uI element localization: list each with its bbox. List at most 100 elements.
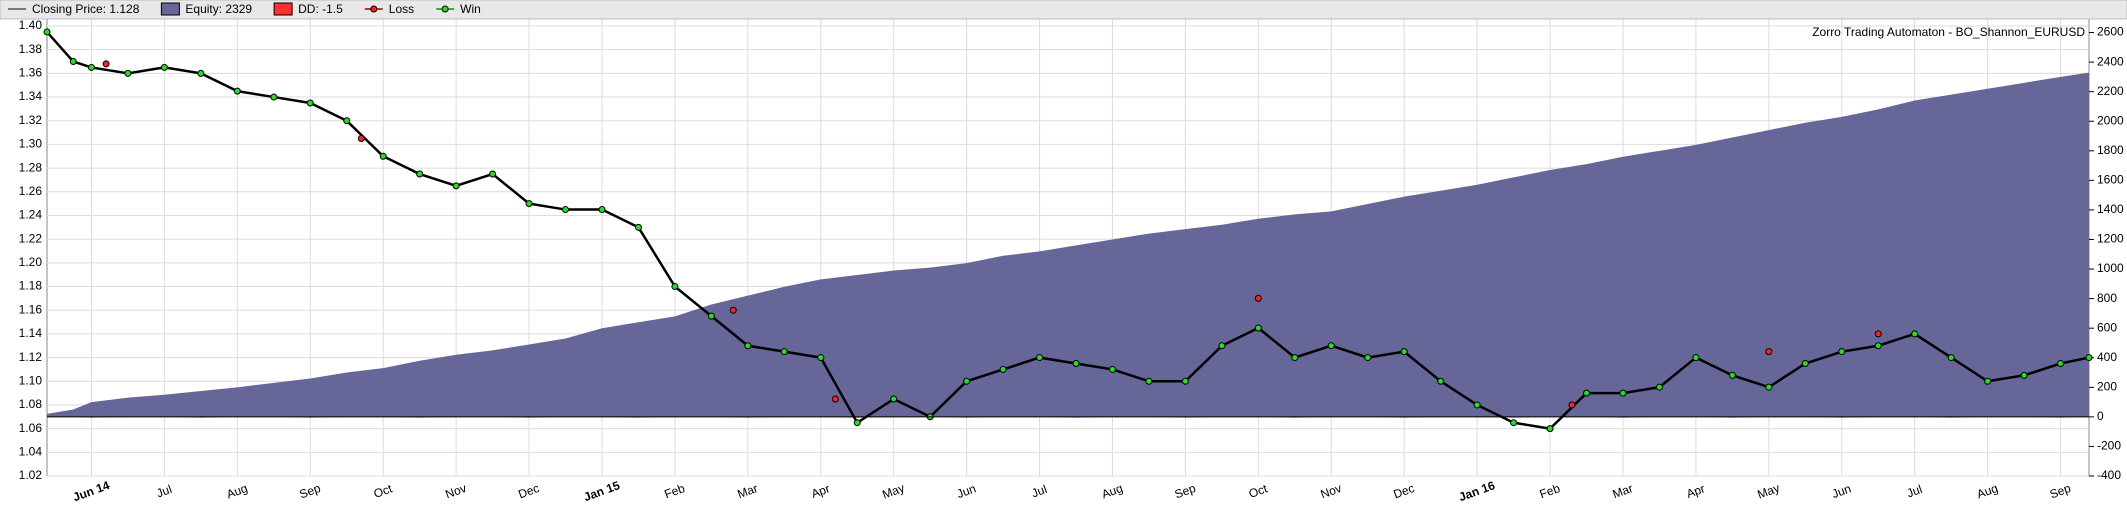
x-tick-label: Aug: [1975, 481, 2000, 501]
trade-marker: [1036, 354, 1044, 362]
y-tick-label: 1.32: [19, 113, 43, 127]
x-tick-label: Nov: [443, 481, 468, 501]
trade-marker: [1874, 342, 1882, 350]
trade-marker: [1437, 377, 1445, 385]
legend-bar: [0, 0, 2127, 20]
y-tick-label: 1.20: [19, 255, 43, 269]
trade-marker: [999, 365, 1007, 373]
x-tick-label: Feb: [1538, 481, 1563, 501]
y2-tick-label: 2000: [2097, 113, 2124, 127]
y2-tick-label: 1400: [2097, 202, 2124, 216]
trade-marker: [1911, 330, 1919, 338]
trade-marker: [357, 135, 365, 142]
y-tick-label: 1.18: [19, 279, 43, 293]
trade-marker: [1473, 401, 1481, 409]
legend-swatch: [370, 5, 378, 13]
x-tick-label: Jun: [1830, 481, 1853, 501]
trade-marker: [1838, 348, 1846, 356]
y-tick-label: 1.38: [19, 42, 43, 56]
y2-tick-label: 2400: [2097, 54, 2124, 68]
trade-marker: [43, 28, 51, 36]
trade-marker: [1692, 354, 1700, 362]
trade-marker: [102, 60, 110, 68]
x-tick-label: Sep: [2048, 481, 2073, 502]
trade-marker: [197, 69, 205, 77]
trade-marker: [1400, 348, 1408, 356]
trade-marker: [598, 206, 606, 214]
x-tick-label: Oct: [372, 481, 395, 501]
y-tick-label: 1.34: [19, 89, 43, 103]
y-tick-label: 1.24: [19, 208, 43, 222]
x-tick-label: Dec: [516, 481, 541, 501]
y2-tick-label: 1800: [2097, 143, 2124, 157]
x-tick-label: Jun: [955, 481, 978, 501]
trade-marker: [1254, 294, 1262, 302]
trade-marker: [1728, 371, 1736, 379]
legend-label: Loss: [389, 2, 414, 16]
trade-marker: [634, 223, 642, 231]
trade-marker: [87, 63, 95, 71]
y2-tick-label: 2600: [2097, 25, 2124, 39]
trade-marker: [1546, 425, 1554, 433]
trade-marker: [890, 395, 898, 403]
y-tick-label: 1.06: [19, 421, 43, 435]
y2-tick-label: 1600: [2097, 173, 2124, 187]
trade-marker: [160, 63, 168, 71]
y-tick-label: 1.02: [19, 468, 43, 482]
legend-label: Win: [460, 2, 481, 16]
y2-tick-label: 1200: [2097, 232, 2124, 246]
trade-marker: [1254, 324, 1262, 332]
x-tick-label: Sep: [298, 481, 323, 502]
y2-tick-label: 800: [2097, 291, 2117, 305]
x-tick-label: Dec: [1391, 481, 1416, 501]
trade-marker: [124, 69, 132, 77]
trade-marker: [1765, 383, 1773, 391]
legend-swatch: [160, 2, 180, 16]
trade-marker: [963, 377, 971, 385]
y-tick-label: 1.14: [19, 326, 43, 340]
trade-marker: [853, 419, 861, 427]
y-tick-label: 1.04: [19, 444, 43, 458]
trade-marker: [780, 348, 788, 356]
x-tick-label: Feb: [663, 481, 688, 501]
legend-label: DD: -1.5: [298, 2, 343, 16]
x-tick-label: Aug: [225, 481, 250, 501]
trade-marker: [1765, 348, 1773, 356]
trade-marker: [729, 306, 737, 314]
x-tick-label: Mar: [1611, 481, 1635, 501]
trade-marker: [233, 87, 241, 95]
area-series: [47, 72, 2089, 417]
trade-marker: [1218, 342, 1226, 350]
trade-marker: [1145, 377, 1153, 385]
x-tick-label: Jul: [1030, 482, 1049, 500]
y2-tick-label: 0: [2097, 409, 2104, 423]
trade-marker: [1947, 354, 1955, 362]
trade-marker: [2085, 354, 2093, 362]
y2-tick-label: 400: [2097, 350, 2117, 364]
trade-marker: [1510, 419, 1518, 427]
x-tick-label: Mar: [735, 481, 759, 501]
trade-marker: [744, 342, 752, 350]
trade-marker: [306, 99, 314, 107]
trade-marker: [1568, 401, 1576, 409]
legend-swatch: [273, 2, 293, 16]
legend-label: Closing Price: 1.128: [32, 2, 140, 16]
trade-marker: [1327, 342, 1335, 350]
trade-marker: [1291, 354, 1299, 362]
y2-tick-label: -200: [2097, 439, 2121, 453]
trade-marker: [343, 117, 351, 125]
y-tick-label: 1.36: [19, 66, 43, 80]
x-tick-label: Jul: [155, 482, 174, 500]
y-tick-label: 1.28: [19, 160, 43, 174]
x-tick-label: Aug: [1100, 481, 1125, 501]
x-tick-label: Nov: [1319, 481, 1344, 501]
y-tick-label: 1.16: [19, 302, 43, 316]
trade-marker: [525, 200, 533, 208]
trade-marker: [562, 206, 570, 214]
y-tick-label: 1.10: [19, 373, 43, 387]
legend-label: Equity: 2329: [185, 2, 252, 16]
x-tick-label: Apr: [1684, 481, 1706, 501]
trade-marker: [452, 182, 460, 190]
trade-marker: [707, 312, 715, 320]
